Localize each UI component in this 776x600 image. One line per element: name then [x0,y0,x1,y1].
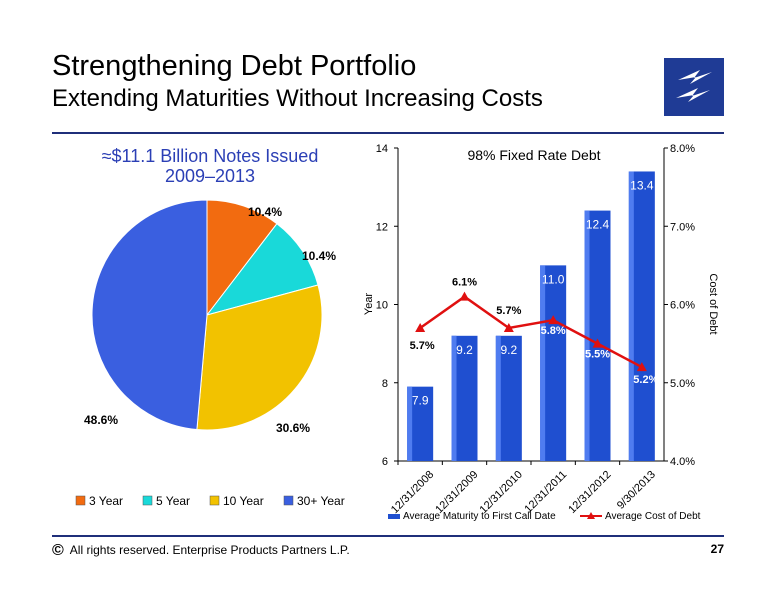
pie-title-line-1: ≈$11.1 Billion Notes Issued [101,146,319,166]
y-tick-label: 8 [382,378,388,390]
y-tick-label: 6 [382,456,388,468]
footer: © All rights reserved. Enterprise Product… [52,542,350,560]
pie-legend-swatch [142,495,153,506]
bar-highlight [540,265,546,461]
pie-legend-swatch [75,495,86,506]
bar-data-label: 7.9 [412,394,429,408]
bar-data-label: 11.0 [542,272,565,286]
line-data-label: 5.2% [633,374,658,386]
line-point [459,291,470,301]
pie-slice-10-year [196,284,323,431]
y2-tick-label: 8.0% [670,143,695,155]
y-tick-label: 12 [376,221,388,233]
pie-slice-3-year [206,199,278,317]
y2-tick-label: 7.0% [670,221,695,233]
y2-tick-label: 4.0% [670,456,695,468]
line-data-label: 6.1% [452,277,477,289]
pie-legend-label: 5 Year [156,494,190,508]
page-title: Strengthening Debt Portfolio [52,50,417,82]
legend-swatch-maturity [388,514,400,519]
bar-highlight [628,171,634,461]
copyright-icon: © [52,542,64,559]
y-axis-label: Year [363,293,375,316]
line-data-label: 5.7% [410,340,435,352]
pie-title-line-2: 2009–2013 [164,166,256,186]
line-data-label: 5.5% [585,349,610,361]
page-number: 27 [710,542,724,556]
pie-data-label: 10.4% [302,249,336,263]
x-tick-label: 12/31/2008 [389,469,436,516]
pie-legend-swatch [209,495,220,506]
cost-of-debt-line [419,295,643,369]
bar-data-label: 9.2 [456,343,473,357]
x-tick-label: 12/31/2011 [522,469,569,516]
legend-marker-cost [587,512,595,519]
line-point [503,322,514,332]
pie-legend-label: 3 Year [89,494,123,508]
y-tick-label: 10 [376,300,388,312]
bar-data-label: 12.4 [586,218,610,232]
line-data-label: 5.8% [541,325,566,337]
pie-chart: 10.4% 10.4% 30.6% 48.6% 3 Year 5 Year 10 Year 3… [75,199,345,508]
y2-axis-label: Cost of Debt [707,273,719,334]
x-tick-label: 12/31/2012 [566,469,613,516]
bar-highlight [584,210,590,461]
y2-tick-label: 5.0% [670,378,695,390]
bar-data-label: 13.4 [630,178,654,192]
footer-text: All rights reserved. Enterprise Products… [69,543,350,557]
maturity-cost-chart: 98% Fixed Rate Debt 6 8 10 12 14 4.0% 5.0% 6.0% 7… [363,143,719,522]
y-tick-label: 14 [376,143,388,155]
x-tick-label: 9/30/2013 [615,469,658,512]
page-subtitle: Extending Maturities Without Increasing … [52,85,543,112]
pie-legend-label: 30+ Year [297,494,345,508]
header-divider [52,132,724,134]
bar-highlight [495,335,501,461]
pie-data-label: 48.6% [84,413,118,427]
line-point [548,315,559,325]
line-point [636,362,647,372]
line-data-label: 5.7% [496,305,521,317]
pie-data-label: 30.6% [276,421,310,435]
x-tick-label: 12/31/2010 [478,469,525,516]
bar-highlight [407,386,413,461]
pie-legend-swatch [283,495,294,506]
legend-label-maturity: Average Maturity to First Call Date [403,511,556,522]
footer-divider [52,535,724,537]
pie-data-label: 10.4% [248,205,282,219]
pie-slice-30-year [91,199,208,431]
pie-chart-title: ≈$11.1 Billion Notes Issued 2009–2013 [60,146,360,186]
x-tick-label: 12/31/2009 [433,469,480,516]
lightning-bolt-logo-icon [664,58,724,116]
y2-tick-label: 6.0% [670,300,695,312]
bar-data-label: 9.2 [500,343,517,357]
chart-title: 98% Fixed Rate Debt [467,147,600,163]
line-point [415,322,426,332]
bar-highlight [451,335,457,461]
pie-legend-label: 10 Year [223,494,264,508]
line-point [592,338,603,348]
legend-label-cost: Average Cost of Debt [605,511,701,522]
